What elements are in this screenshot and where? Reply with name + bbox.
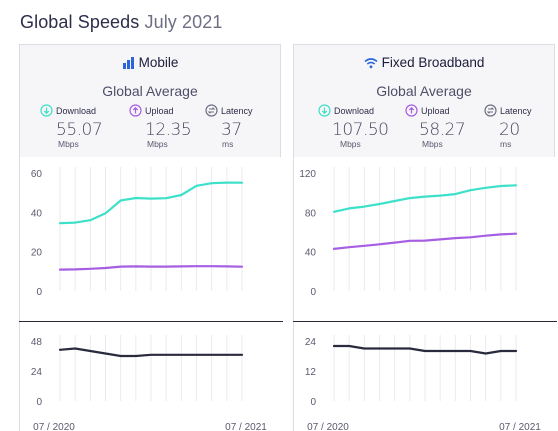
download-arrow-icon bbox=[40, 104, 53, 117]
y-tick-label: 0 bbox=[36, 287, 42, 298]
chart-divider bbox=[293, 321, 557, 322]
global-average-heading: Global Average bbox=[102, 83, 198, 99]
metric-upload: Upload 58.27 Mbps bbox=[405, 104, 485, 149]
page-title-main: Global Speeds bbox=[20, 12, 140, 32]
metric-download-label: Download bbox=[318, 104, 398, 117]
mobile-panel: Mobile Global Average Download 55.07 Mbp… bbox=[19, 44, 283, 431]
y-tick-label: 40 bbox=[31, 208, 43, 219]
y-tick-label: 0 bbox=[310, 397, 316, 408]
mobile-latency-chart-svg: 0 24 48 07 / 2020 07 / 2021 bbox=[31, 335, 267, 431]
y-tick-label: 12 bbox=[305, 367, 317, 378]
metric-upload-value: 58.27 bbox=[419, 120, 466, 140]
x-tick-label: 07 / 2020 bbox=[307, 422, 349, 431]
x-tick-label: 07 / 2021 bbox=[225, 422, 267, 431]
y-tick-label: 40 bbox=[305, 248, 317, 259]
y-tick-label: 80 bbox=[305, 208, 317, 219]
metric-latency-label: Latency bbox=[205, 104, 285, 117]
metric-download: Download 55.07 Mbps bbox=[40, 104, 120, 149]
signal-bars-icon bbox=[122, 57, 134, 69]
metric-latency-value: 37 bbox=[221, 120, 242, 140]
metric-latency-label: Latency bbox=[484, 104, 558, 117]
latency-icon bbox=[205, 104, 218, 117]
metric-download-unit: Mbps bbox=[340, 139, 361, 149]
mobile-latency-chart: 0 24 48 07 / 2020 07 / 2021 bbox=[20, 322, 282, 431]
y-tick-label: 24 bbox=[305, 337, 317, 348]
tab-fixed-broadband-label: Fixed Broadband bbox=[381, 55, 485, 70]
metric-latency: Latency 20 ms bbox=[484, 104, 558, 149]
download-arrow-icon bbox=[318, 104, 331, 117]
grid bbox=[59, 335, 243, 401]
page-title-date: July 2021 bbox=[144, 12, 223, 32]
fixed-latency-chart-svg: 0 12 24 07 / 2020 07 / 2021 bbox=[305, 335, 541, 431]
page-title: Global Speeds July 2021 bbox=[20, 12, 222, 33]
fixed-panel-header: Fixed Broadband Global Average Download … bbox=[294, 45, 554, 157]
series-line-download bbox=[58, 181, 244, 225]
fixed-broadband-panel: Fixed Broadband Global Average Download … bbox=[293, 44, 557, 431]
fixed-speed-chart: 0 40 80 120 bbox=[294, 157, 556, 321]
y-tick-label: 0 bbox=[310, 287, 316, 298]
latency-icon bbox=[484, 104, 497, 117]
metric-latency-unit: ms bbox=[222, 139, 234, 149]
upload-arrow-icon bbox=[405, 104, 418, 117]
tab-fixed-broadband[interactable]: Fixed Broadband bbox=[294, 55, 554, 70]
metric-download-label: Download bbox=[40, 104, 120, 117]
tab-mobile[interactable]: Mobile bbox=[20, 55, 280, 70]
y-tick-label: 120 bbox=[299, 169, 316, 180]
y-tick-label: 0 bbox=[36, 397, 42, 408]
x-tick-label: 07 / 2021 bbox=[499, 422, 541, 431]
wifi-icon bbox=[364, 58, 378, 69]
metric-latency-value: 20 bbox=[499, 120, 520, 140]
global-average-heading: Global Average bbox=[376, 83, 472, 99]
x-tick-label: 07 / 2020 bbox=[33, 422, 75, 431]
metric-latency-unit: ms bbox=[500, 139, 512, 149]
upload-arrow-icon bbox=[129, 104, 142, 117]
metric-download-unit: Mbps bbox=[58, 139, 79, 149]
metric-upload: Upload 12.35 Mbps bbox=[129, 104, 209, 149]
metric-download-value: 107.50 bbox=[332, 120, 389, 140]
mobile-speed-chart-svg: 0 20 40 60 bbox=[31, 167, 244, 298]
metric-upload-unit: Mbps bbox=[422, 139, 443, 149]
metric-download-value: 55.07 bbox=[56, 120, 103, 140]
metric-upload-label: Upload bbox=[129, 104, 209, 117]
y-tick-label: 48 bbox=[31, 337, 43, 348]
metric-upload-label: Upload bbox=[405, 104, 485, 117]
fixed-speed-chart-svg: 0 40 80 120 bbox=[299, 167, 518, 298]
series-line-latency bbox=[332, 344, 518, 355]
mobile-speed-chart: 0 20 40 60 bbox=[20, 157, 282, 321]
fixed-latency-chart: 0 12 24 07 / 2020 07 / 2021 bbox=[294, 322, 556, 431]
series-line-upload bbox=[58, 265, 244, 271]
y-tick-label: 60 bbox=[31, 169, 43, 180]
series-line-latency bbox=[58, 347, 244, 358]
mobile-panel-header: Mobile Global Average Download 55.07 Mbp… bbox=[20, 45, 280, 157]
metric-upload-unit: Mbps bbox=[147, 139, 168, 149]
series-line-upload bbox=[332, 232, 518, 250]
grid bbox=[333, 335, 517, 401]
metric-latency: Latency 37 ms bbox=[205, 104, 285, 149]
metric-upload-value: 12.35 bbox=[145, 120, 192, 140]
y-tick-label: 24 bbox=[31, 367, 43, 378]
metric-download: Download 107.50 Mbps bbox=[318, 104, 398, 149]
tab-mobile-label: Mobile bbox=[138, 55, 179, 70]
grid bbox=[333, 167, 517, 291]
chart-divider bbox=[19, 321, 283, 322]
series-line-download bbox=[332, 184, 518, 213]
grid bbox=[59, 167, 243, 291]
y-tick-label: 20 bbox=[31, 248, 43, 259]
